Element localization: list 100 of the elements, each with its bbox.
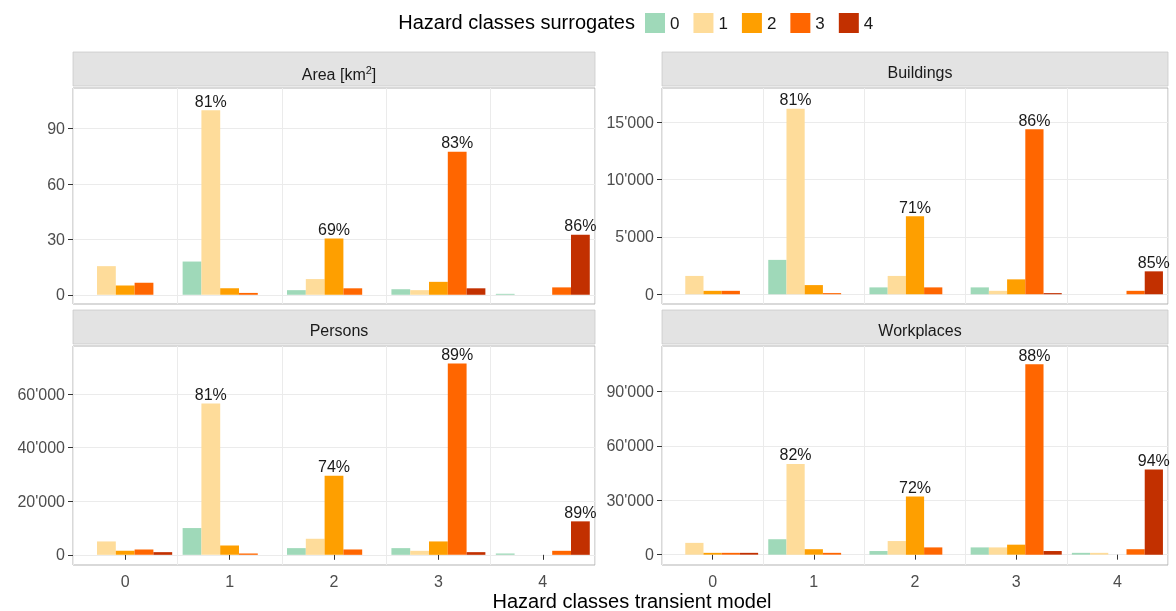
bar bbox=[768, 539, 787, 555]
y-tick-label: 30'000 bbox=[606, 491, 655, 509]
bar bbox=[201, 403, 221, 555]
y-tick-label: 15'000 bbox=[606, 113, 655, 131]
bar bbox=[182, 261, 202, 295]
bar bbox=[887, 541, 906, 555]
annotation: 85% bbox=[1137, 253, 1170, 271]
bar bbox=[1144, 271, 1163, 295]
bar bbox=[287, 548, 306, 555]
bar bbox=[391, 548, 411, 555]
annotation: 88% bbox=[1018, 346, 1051, 364]
x-tick-label: 2 bbox=[329, 572, 339, 590]
bar bbox=[115, 550, 135, 555]
y-tick-label: 5'000 bbox=[615, 228, 655, 246]
chart-title: Persons bbox=[309, 321, 369, 339]
y-tick-label: 10'000 bbox=[606, 171, 655, 189]
bar bbox=[466, 552, 486, 555]
bar bbox=[924, 547, 943, 555]
bar bbox=[887, 275, 906, 295]
bar bbox=[201, 110, 221, 295]
x-tick-label: 3 bbox=[433, 572, 443, 590]
bar bbox=[804, 285, 823, 295]
bar bbox=[869, 287, 888, 295]
bar bbox=[115, 285, 135, 295]
bar bbox=[1007, 544, 1026, 555]
bar bbox=[905, 496, 925, 555]
bar bbox=[552, 550, 571, 555]
bar bbox=[153, 552, 173, 555]
x-tick-label: 2 bbox=[910, 572, 920, 590]
y-tick-label: 60'000 bbox=[606, 437, 655, 455]
annotation: 83% bbox=[441, 134, 474, 152]
x-tick-label: 4 bbox=[538, 572, 548, 590]
bar bbox=[768, 259, 787, 295]
x-tick-label: 1 bbox=[225, 572, 235, 590]
annotation: 69% bbox=[317, 220, 351, 238]
legend-title: Hazard classes surrogates bbox=[398, 11, 635, 33]
x-tick-label: 0 bbox=[120, 572, 130, 590]
bar bbox=[1025, 364, 1044, 555]
bar bbox=[429, 541, 448, 555]
bar bbox=[305, 538, 325, 555]
bar bbox=[410, 550, 429, 555]
bar bbox=[220, 545, 239, 555]
bar bbox=[685, 542, 704, 555]
bar bbox=[134, 282, 154, 295]
bar bbox=[324, 238, 344, 295]
y-tick-label: 20'000 bbox=[17, 492, 66, 510]
x-tick-label: 0 bbox=[708, 572, 718, 590]
bar bbox=[1025, 129, 1044, 295]
annotation: 94% bbox=[1137, 451, 1170, 469]
bar bbox=[685, 275, 704, 295]
bar bbox=[343, 549, 363, 555]
bar bbox=[988, 547, 1008, 555]
legend-label: 3 bbox=[815, 13, 825, 33]
bar bbox=[343, 288, 363, 295]
bar bbox=[924, 287, 943, 295]
y-tick-label: 30 bbox=[47, 230, 66, 248]
bar bbox=[552, 287, 571, 295]
bar bbox=[786, 463, 805, 555]
bar bbox=[786, 108, 805, 295]
annotation: 86% bbox=[564, 217, 597, 235]
annotation: 81% bbox=[779, 91, 812, 109]
annotation: 89% bbox=[441, 345, 474, 363]
annotation: 86% bbox=[1018, 111, 1051, 129]
chart-title: Buildings bbox=[887, 63, 953, 81]
bar bbox=[182, 528, 202, 555]
y-tick-label: 0 bbox=[56, 286, 66, 304]
legend-label: 0 bbox=[670, 13, 680, 33]
bar bbox=[97, 541, 116, 555]
bar bbox=[703, 290, 722, 295]
bar bbox=[905, 216, 925, 295]
legend-label: 4 bbox=[863, 13, 874, 33]
bar bbox=[391, 289, 411, 295]
bar bbox=[134, 549, 154, 555]
y-tick-label: 0 bbox=[645, 546, 655, 564]
y-tick-label: 40'000 bbox=[17, 439, 66, 457]
annotation: 82% bbox=[779, 446, 812, 464]
annotation: 81% bbox=[194, 92, 227, 110]
y-tick-label: 90 bbox=[47, 120, 66, 138]
bar bbox=[1126, 549, 1145, 555]
bar bbox=[324, 475, 344, 555]
legend-label: 2 bbox=[766, 13, 777, 33]
bar bbox=[97, 266, 116, 295]
bar bbox=[570, 521, 590, 555]
bar bbox=[220, 288, 239, 295]
x-axis-title: Hazard classes transient model bbox=[492, 590, 772, 611]
bar bbox=[287, 290, 306, 295]
bar bbox=[869, 551, 888, 555]
bar bbox=[970, 287, 989, 295]
x-tick-label: 1 bbox=[809, 572, 819, 590]
annotation: 72% bbox=[898, 479, 932, 497]
y-tick-label: 60'000 bbox=[17, 385, 66, 403]
bar bbox=[447, 363, 467, 555]
bar bbox=[447, 151, 467, 295]
y-tick-label: 0 bbox=[645, 285, 655, 303]
y-tick-label: 0 bbox=[56, 546, 66, 564]
bar bbox=[970, 547, 989, 555]
legend-label: 1 bbox=[718, 13, 728, 33]
annotation: 81% bbox=[194, 386, 227, 404]
x-tick-label: 4 bbox=[1112, 572, 1122, 590]
y-tick-label: 60 bbox=[47, 175, 66, 193]
